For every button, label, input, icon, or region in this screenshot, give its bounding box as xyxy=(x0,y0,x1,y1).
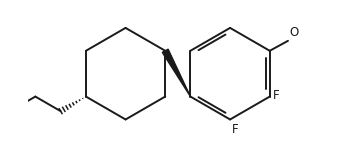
Text: F: F xyxy=(232,124,238,136)
Text: F: F xyxy=(273,89,280,102)
Polygon shape xyxy=(162,49,190,97)
Text: O: O xyxy=(290,26,299,39)
